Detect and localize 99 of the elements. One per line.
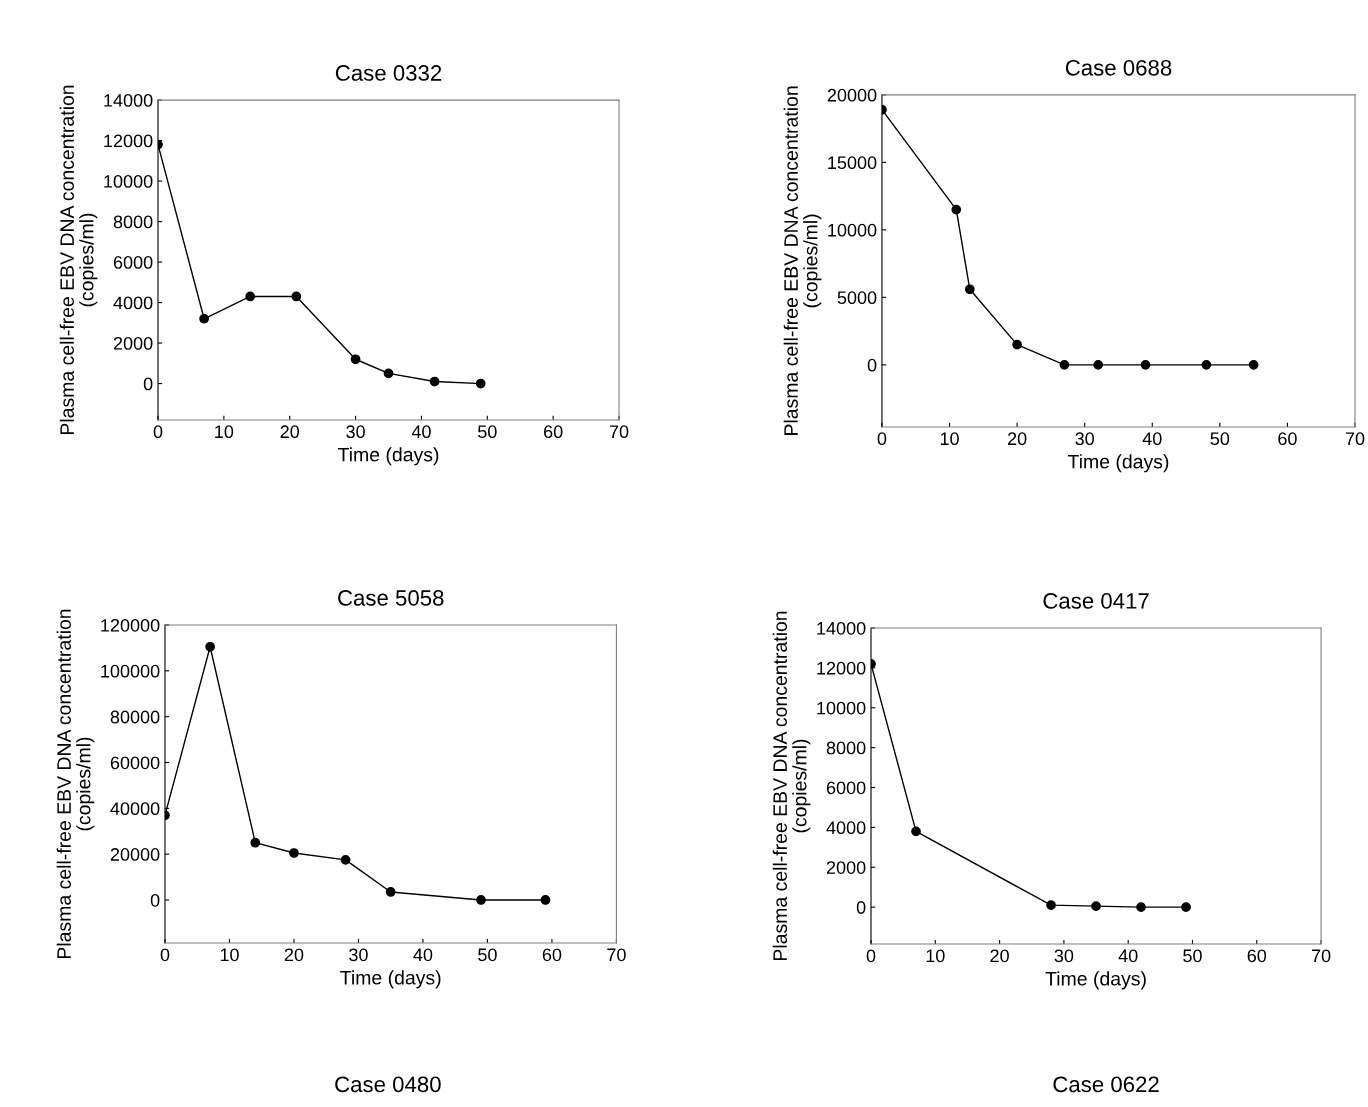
x-tick-label: 30 — [346, 425, 365, 439]
x-tick-label: 30 — [1054, 949, 1074, 963]
point — [1046, 900, 1056, 911]
point — [1091, 901, 1101, 912]
x-tick-label: 70 — [1311, 949, 1331, 963]
y-tick-label: 12000 — [104, 134, 153, 148]
point — [1181, 902, 1191, 913]
y-tick-label: 12000 — [817, 661, 866, 675]
point — [250, 837, 261, 848]
y-axis-title: Plasma cell-free EBV DNA concentration (copies/ml) — [783, 86, 822, 435]
chart-title: Case 0688 — [1065, 59, 1172, 76]
y-tick-label: 14000 — [104, 94, 153, 107]
y-tick-label: 60000 — [110, 756, 160, 770]
x-tick-label: 20 — [284, 948, 304, 962]
y-tick-label: 120000 — [101, 618, 160, 632]
chart-title: Case 5058 — [338, 590, 444, 606]
x-tick-label: 0 — [160, 948, 170, 962]
y-tick-label: 80000 — [110, 710, 160, 724]
x-tick-label: 10 — [215, 425, 234, 439]
x-tick-label: 70 — [607, 948, 626, 962]
y-tick-label: 2000 — [826, 861, 866, 874]
point — [540, 895, 551, 905]
point — [1059, 360, 1070, 370]
point — [340, 855, 351, 865]
y-tick-label: 0 — [143, 377, 153, 391]
point — [1201, 360, 1212, 370]
x-tick-label: 60 — [544, 425, 563, 439]
point — [199, 313, 209, 324]
y-tick-label: 14000 — [817, 621, 866, 635]
point — [429, 376, 440, 387]
chart-title: Case 0417 — [1043, 593, 1149, 609]
x-tick-label: 40 — [1142, 432, 1162, 446]
x-tick-label: 10 — [926, 949, 945, 963]
y-axis-title: Plasma cell-free EBV DNA concentration (copies/ml) — [56, 609, 95, 959]
y-tick-label: 100000 — [101, 664, 160, 678]
point — [1136, 902, 1146, 913]
point — [1140, 360, 1151, 370]
y-tick-label: 6000 — [826, 781, 866, 795]
y-tick-label: 8000 — [826, 741, 866, 755]
y-tick-label: 0 — [150, 893, 160, 907]
x-axis-title: Time (days) — [340, 970, 441, 989]
x-tick-label: 50 — [478, 948, 497, 962]
y-tick-label: 2000 — [113, 336, 153, 350]
x-tick-label: 60 — [1278, 432, 1297, 446]
point — [475, 378, 486, 389]
point — [951, 204, 962, 215]
point — [1093, 360, 1104, 370]
y-tick-label: 4000 — [826, 821, 866, 835]
point — [476, 895, 486, 905]
point — [385, 887, 396, 897]
point — [205, 641, 215, 652]
point — [245, 291, 256, 302]
x-tick-label: 50 — [477, 425, 497, 439]
y-tick-label: 5000 — [837, 291, 877, 305]
point — [289, 848, 299, 858]
point — [350, 354, 361, 365]
x-tick-label: 0 — [877, 432, 887, 446]
x-tick-label: 60 — [542, 948, 562, 962]
x-tick-label: 70 — [609, 425, 629, 439]
text: Case 0622 — [1053, 1076, 1159, 1093]
x-tick-label: 10 — [940, 432, 959, 446]
x-tick-label: 60 — [1247, 949, 1267, 963]
x-tick-label: 40 — [413, 948, 433, 962]
text: Case 0480 — [335, 1076, 441, 1093]
y-tick-label: 10000 — [817, 701, 866, 715]
x-tick-label: 20 — [990, 949, 1009, 963]
y-tick-label: 8000 — [113, 215, 153, 229]
y-axis-title: Plasma cell-free EBV DNA concentration (copies/ml) — [772, 611, 811, 961]
y-tick-label: 0 — [856, 901, 866, 914]
y-tick-label: 40000 — [110, 802, 160, 816]
point — [1012, 339, 1022, 350]
x-tick-label: 40 — [411, 425, 431, 439]
x-tick-label: 30 — [1075, 432, 1095, 446]
point — [964, 284, 975, 295]
y-tick-label: 15000 — [828, 156, 877, 170]
point — [291, 291, 302, 302]
x-tick-label: 20 — [1007, 432, 1027, 446]
x-tick-label: 50 — [1210, 432, 1230, 446]
y-tick-label: 10000 — [828, 223, 877, 237]
y-tick-label: 6000 — [113, 255, 153, 269]
y-tick-label: 20000 — [110, 848, 160, 861]
x-tick-label: 50 — [1183, 949, 1202, 963]
x-tick-label: 30 — [349, 948, 368, 962]
x-tick-label: 70 — [1345, 432, 1365, 446]
chart-title: Case 0332 — [335, 65, 442, 81]
x-tick-label: 20 — [280, 425, 300, 439]
x-axis-title: Time (days) — [1045, 971, 1146, 990]
y-axis-title: Plasma cell-free EBV DNA concentration (copies/ml) — [59, 85, 98, 435]
y-tick-label: 10000 — [104, 175, 153, 188]
x-tick-label: 10 — [220, 948, 239, 962]
x-axis-title: Time (days) — [338, 447, 439, 466]
y-tick-label: 20000 — [827, 88, 877, 102]
point — [383, 368, 394, 379]
point — [1248, 360, 1259, 370]
y-tick-label: 4000 — [113, 296, 153, 310]
point — [911, 826, 921, 837]
x-axis-title: Time (days) — [1067, 454, 1169, 473]
x-tick-label: 40 — [1118, 949, 1138, 963]
y-tick-label: 0 — [867, 358, 877, 372]
